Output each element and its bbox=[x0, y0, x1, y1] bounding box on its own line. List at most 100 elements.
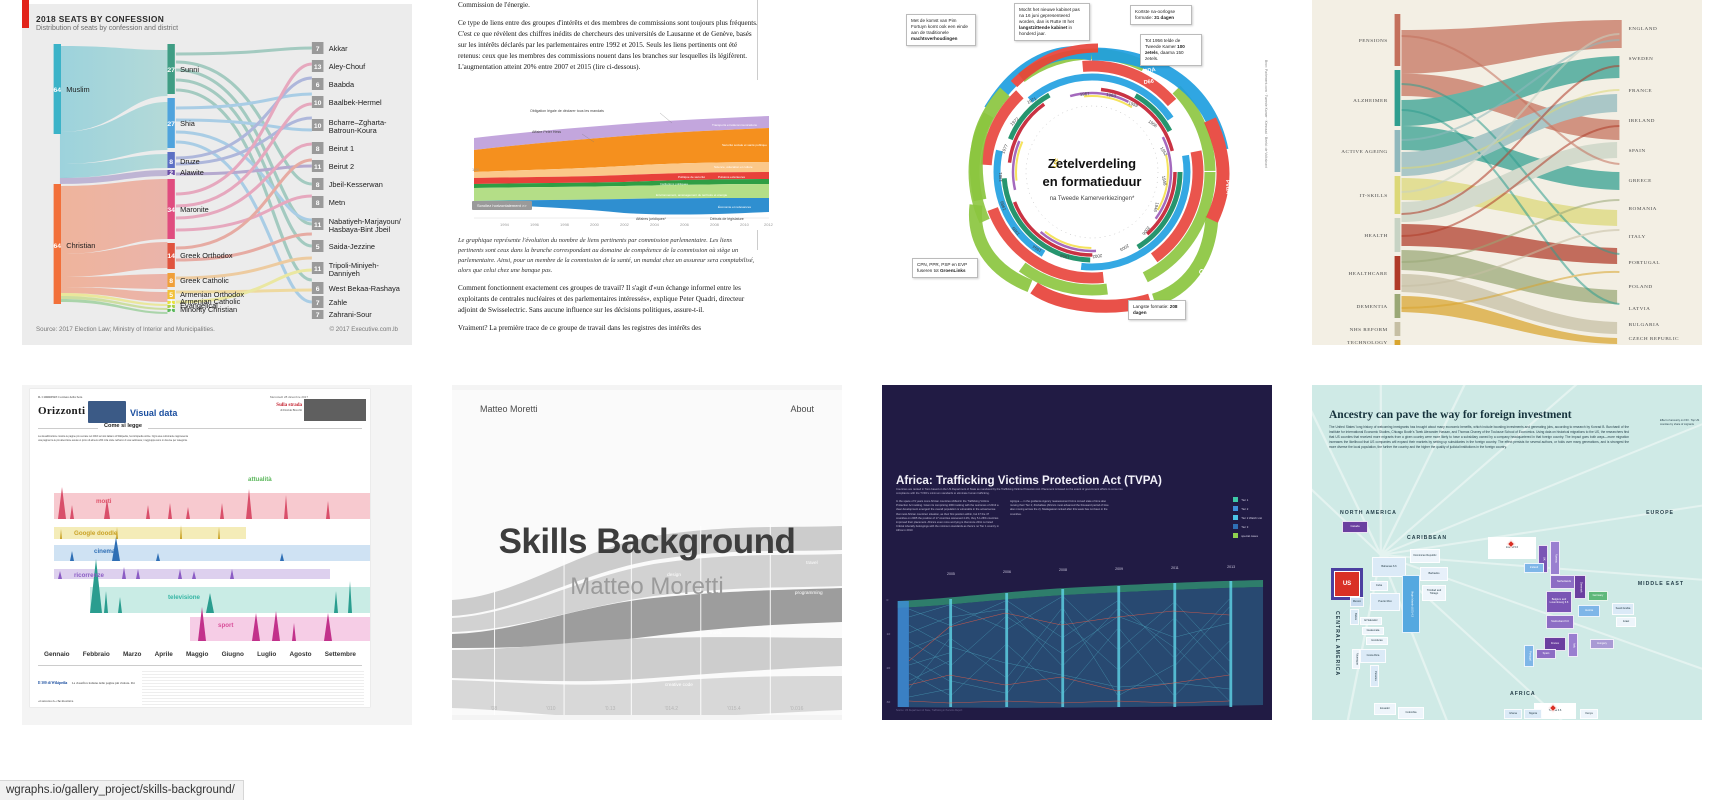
gallery-card-eu-sankey[interactable]: PENSIONS ALZHEIMER ACTIVE AGEING IT-SKIL… bbox=[1312, 0, 1702, 345]
sankey-left-label: HEALTHCARE bbox=[1349, 272, 1388, 277]
map-tile-spain[interactable]: Spain bbox=[1536, 649, 1556, 659]
svg-text:Evangelical: Evangelical bbox=[180, 301, 218, 310]
map-tile-italy[interactable]: Italy bbox=[1568, 633, 1578, 657]
sankey-left-label: TECHNOLOGY bbox=[1347, 341, 1388, 345]
map-tile-nigeria[interactable]: Nigeria bbox=[1524, 709, 1542, 719]
nav-about-link[interactable]: About bbox=[790, 404, 814, 414]
svg-text:CDA: CDA bbox=[1143, 67, 1156, 75]
map-tile-hungary[interactable]: Hungary bbox=[1590, 639, 1614, 649]
stream-timeline-chart: morti Google doodle cinema ricorrenze te… bbox=[54, 476, 370, 641]
svg-text:Science, éducation et culture: Science, éducation et culture bbox=[714, 165, 753, 169]
svg-text:30: 30 bbox=[886, 700, 890, 704]
sankey-right-label: SWEDEN bbox=[1629, 57, 1654, 62]
svg-text:8: 8 bbox=[316, 182, 320, 189]
map-tile-switzerland[interactable]: Switzerland 6.6 bbox=[1546, 615, 1574, 629]
axis-tick: '010 bbox=[546, 706, 556, 712]
poster-legend: Tier 1 Tier 2 Tier 2 Watch List Tier 3 s… bbox=[1233, 497, 1262, 542]
map-tile-belgium-luxembourg[interactable]: Belgium and Luxembourg 6.6 bbox=[1546, 591, 1572, 613]
map-tile-virgin-islands[interactable]: Virgin Islands (US) 4.3 bbox=[1402, 575, 1420, 633]
map-tile-germany[interactable]: Germany bbox=[1588, 591, 1608, 601]
map-tile-mexico[interactable]: Mexico bbox=[1350, 597, 1364, 607]
map-tile-trinidad-tobago[interactable]: Trinidad and Tobago bbox=[1422, 585, 1446, 601]
gallery-card-zetelverdeling[interactable]: Zetelverdeling en formatieduur na Tweede… bbox=[882, 0, 1272, 345]
map-tile-us[interactable]: US bbox=[1334, 571, 1360, 597]
svg-text:2: 2 bbox=[169, 170, 173, 177]
region-label-north-america: NORTH AMERICA bbox=[1340, 510, 1397, 516]
region-label-europe: EUROPE bbox=[1646, 510, 1674, 516]
svg-text:1981: 1981 bbox=[998, 172, 1003, 182]
map-tile-honduras[interactable]: Honduras bbox=[1366, 637, 1388, 645]
sankey-right-label: SPAIN bbox=[1629, 149, 1646, 154]
callout-zetels: Tot 1956 telde de Tweede Kamer 100 zetel… bbox=[1140, 34, 1202, 67]
svg-text:8: 8 bbox=[316, 146, 320, 153]
map-tile-ireland[interactable]: Iceland bbox=[1524, 563, 1544, 573]
skills-stream-chart: design music creative code travel progra… bbox=[452, 524, 842, 715]
map-tile-dominican-republic[interactable]: Dominican Republic bbox=[1410, 549, 1440, 563]
svg-text:Environnement, aménagement du: Environnement, aménagement du territoire… bbox=[656, 193, 728, 197]
callout-langste-formatie: Langste formatie: 208 dagen bbox=[1128, 300, 1186, 321]
map-tile-puerto-rico[interactable]: Puerto Rico bbox=[1370, 593, 1400, 611]
svg-text:Maronite: Maronite bbox=[180, 205, 209, 214]
nav-brand[interactable]: Matteo Moretti bbox=[480, 404, 538, 414]
svg-text:2012: 2012 bbox=[764, 222, 774, 227]
svg-text:2009: 2009 bbox=[1115, 567, 1123, 571]
callout-kortste-formatie: Kortste na-oorlogse formatie: 31 dagen bbox=[1130, 5, 1192, 26]
gallery-card-orizzonti[interactable]: IL CORRIERE Corriere della Sera Mercoled… bbox=[22, 385, 412, 725]
svg-text:2006: 2006 bbox=[1003, 570, 1011, 574]
article-column: Commission de l'énergie. Ce type de lien… bbox=[458, 0, 779, 341]
svg-text:2008: 2008 bbox=[710, 222, 720, 227]
map-tile-ghana[interactable]: Ghana bbox=[1504, 709, 1522, 719]
svg-text:Armenian Catholic: Armenian Catholic bbox=[180, 297, 241, 306]
gallery-card-lebanon-seats[interactable]: 2017 LEBANESE ELECTION LAW 2018 SEATS BY… bbox=[22, 0, 412, 345]
svg-text:attualità: attualità bbox=[248, 476, 272, 483]
map-tile-portugal[interactable]: Portugal bbox=[1524, 645, 1534, 667]
svg-text:PvdA: PvdA bbox=[1224, 180, 1230, 194]
map-tile-colombia[interactable]: Colombia bbox=[1398, 707, 1424, 719]
svg-text:ricorrenze: ricorrenze bbox=[74, 572, 104, 579]
svg-text:1946: 1946 bbox=[1153, 202, 1160, 213]
map-tile-norway[interactable]: Norway bbox=[1550, 541, 1560, 575]
page-heading: Skills Background bbox=[498, 522, 796, 561]
gallery-card-ancestry-fdi[interactable]: Ancestry can pave the way for foreign in… bbox=[1312, 385, 1702, 720]
map-tile-belize[interactable]: Belize bbox=[1350, 609, 1359, 625]
stream-chart-figure[interactable]: 100 1994 1996 1998 2000 2002 2004 2006 2… bbox=[464, 79, 779, 230]
svg-text:Pulsions extérieures: Pulsions extérieures bbox=[718, 175, 746, 179]
svg-text:1: 1 bbox=[169, 299, 173, 306]
region-label-middle-east: MIDDLE EAST bbox=[1637, 581, 1684, 587]
gallery-card-africa-tvpa[interactable]: Africa: Trafficking Victims Protection A… bbox=[882, 385, 1272, 720]
map-tile-israel[interactable]: Israel bbox=[1616, 617, 1636, 627]
svg-text:Armenian Orthodox: Armenian Orthodox bbox=[180, 290, 244, 299]
scroll-hint-pill[interactable]: Scrollez horizontalement >> bbox=[472, 200, 532, 210]
svg-text:1963: 1963 bbox=[1106, 92, 1117, 98]
map-tile-el-salvador[interactable]: El Salvador bbox=[1360, 617, 1382, 625]
svg-text:Économie et redevances: Économie et redevances bbox=[718, 204, 752, 209]
svg-text:0: 0 bbox=[886, 598, 888, 602]
map-tile-canada[interactable]: Canada bbox=[1342, 521, 1368, 533]
map-tile-nicaragua[interactable]: Nicaragua bbox=[1352, 649, 1360, 669]
legend-label: special cases bbox=[1241, 533, 1259, 538]
svg-text:20: 20 bbox=[886, 666, 890, 670]
map-tile-saudi-arabia[interactable]: Saudi Arabia bbox=[1612, 603, 1634, 615]
map-tile-panama[interactable]: Panama bbox=[1370, 665, 1379, 687]
map-tile-barbados[interactable]: Barbados bbox=[1420, 567, 1448, 581]
sankey-right-label: FRANCE bbox=[1629, 89, 1653, 94]
sankey-right-label: PORTUGAL bbox=[1629, 261, 1660, 266]
chord-diagram: Zetelverdeling en formatieduur na Tweede… bbox=[968, 40, 1230, 313]
card-source: Source: 2017 Election Law; Ministry of I… bbox=[36, 326, 215, 333]
gallery-card-lobbying-fr[interactable]: Commission de l'énergie. Ce type de lien… bbox=[452, 0, 842, 345]
map-tile-guatemala[interactable]: Guatemala bbox=[1362, 627, 1384, 635]
map-tile-cuba[interactable]: Cuba bbox=[1370, 581, 1388, 591]
ad-block[interactable]: Sulla strada di Davide Bracchi bbox=[276, 403, 302, 412]
map-tile-denmark[interactable]: Denmark bbox=[1574, 575, 1586, 599]
svg-text:Danniyeh: Danniyeh bbox=[329, 269, 360, 278]
map-tile-costa-rica[interactable]: Costa Rica bbox=[1360, 649, 1386, 663]
flow-label: programming bbox=[795, 590, 823, 595]
svg-text:8: 8 bbox=[316, 200, 320, 207]
map-tile-bahamas[interactable]: Bahamas 6.6 bbox=[1372, 557, 1406, 577]
section-title: Orizzonti bbox=[38, 405, 86, 417]
svg-text:1948: 1948 bbox=[1161, 175, 1168, 186]
map-tile-kenya[interactable]: Kenya bbox=[1580, 709, 1598, 719]
map-tile-austria[interactable]: Austria bbox=[1578, 605, 1600, 617]
gallery-card-skills-background[interactable]: Matteo Moretti About design music cr bbox=[452, 385, 842, 720]
map-tile-ecuador[interactable]: Ecuador bbox=[1374, 703, 1396, 715]
